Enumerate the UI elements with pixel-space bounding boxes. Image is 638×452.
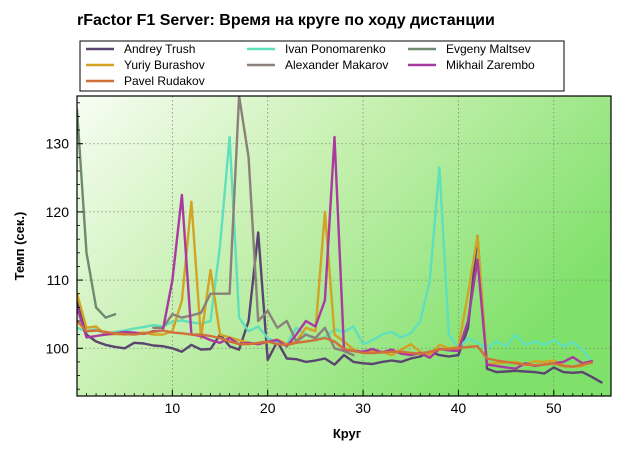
series-line-alexander-makarov xyxy=(152,96,355,357)
legend-box xyxy=(79,40,565,92)
y-tick-label: 100 xyxy=(46,340,70,356)
legend: Andrey Trush Ivan Ponomarenko Evgeny Malts… xyxy=(79,40,565,92)
legend-label-andrey-trush: Andrey Trush xyxy=(124,42,195,56)
legend-label-yuriy-burashov: Yuriy Burashov xyxy=(124,58,205,72)
legend-label-ivan-ponomarenko: Ivan Ponomarenko xyxy=(285,42,386,56)
x-tick-label: 30 xyxy=(355,400,371,416)
series-line-pavel-rudakov xyxy=(77,319,594,368)
x-tick-label: 40 xyxy=(451,400,467,416)
y-tick-label: 130 xyxy=(46,136,70,152)
series-lines xyxy=(77,96,603,384)
y-tick-label: 110 xyxy=(47,272,70,288)
legend-label-pavel-rudakov: Pavel Rudakov xyxy=(124,74,205,88)
series-line-evgeny-maltsev xyxy=(77,108,117,319)
x-axis-title: Круг xyxy=(333,426,362,441)
legend-label-mikhail-zarembo: Mikhail Zarembo xyxy=(446,58,535,72)
legend-label-evgeny-maltsev: Evgeny Maltsev xyxy=(446,42,531,56)
grid xyxy=(77,96,611,396)
chart-title: rFactor F1 Server: Время на круге по ход… xyxy=(77,12,495,29)
y-axis-title: Темп (сек.) xyxy=(12,212,27,281)
y-tick-label: 120 xyxy=(46,204,70,220)
x-tick-label: 10 xyxy=(165,400,181,416)
x-tick-label: 50 xyxy=(546,400,562,416)
x-tick-label: 20 xyxy=(260,400,276,416)
legend-label-alexander-makarov: Alexander Makarov xyxy=(285,58,388,72)
series-line-andrey-trush xyxy=(77,231,603,384)
axis-ticks: 10 20 30 40 50 100 110 120 130 xyxy=(46,102,612,416)
